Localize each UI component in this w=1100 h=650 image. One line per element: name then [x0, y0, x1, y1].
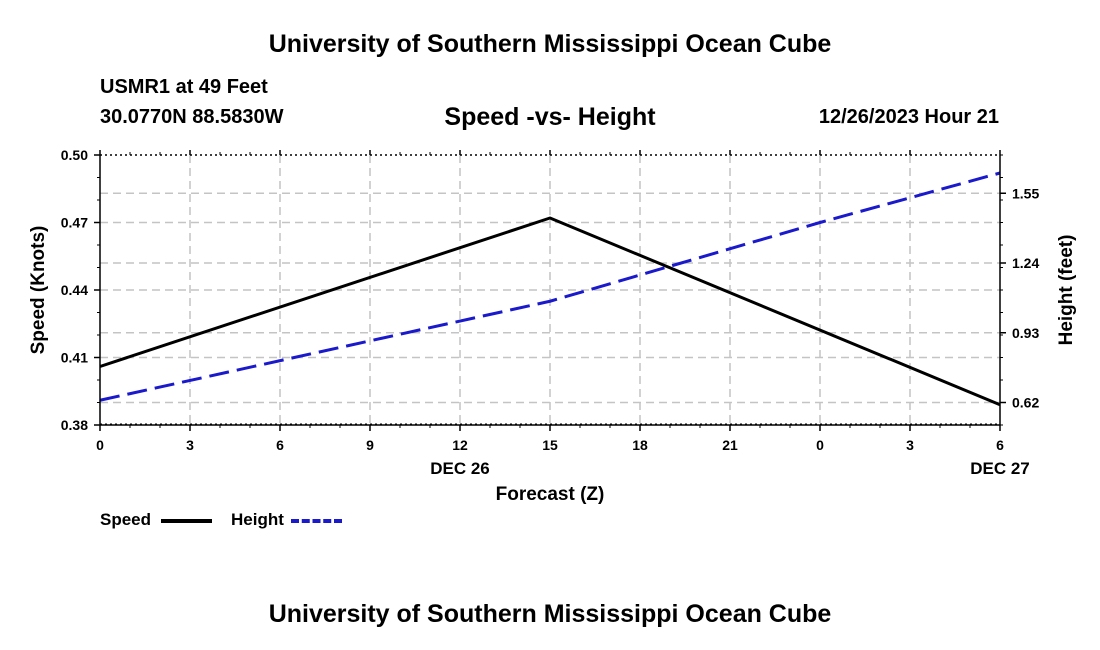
page-title: University of Southern Mississippi Ocean… [268, 30, 832, 58]
y-tick-label: 0.38 [61, 417, 88, 433]
x-tick-label: 15 [542, 437, 558, 453]
axes: 0 3 6 9 12 15 18 21 0 3 6 DEC 26 DEC 27 0.50 0.47 0.44 0… [61, 147, 1040, 478]
y2-tick-label: 0.62 [1012, 395, 1039, 411]
y2-tick-label: 0.93 [1012, 325, 1039, 341]
y2-tick-label: 1.55 [1012, 185, 1039, 201]
y-tick-label: 0.41 [61, 350, 88, 366]
legend-height-label: Height [231, 510, 284, 529]
x-tick-label: 0 [816, 437, 824, 453]
y2-tick-label: 1.24 [1012, 255, 1039, 271]
forecast-datetime: 12/26/2023 Hour 21 [818, 106, 999, 128]
series-line-height [99, 171, 1001, 402]
x-axis-label: Forecast (Z) [496, 484, 605, 505]
station-label: USMR1 at 49 Feet [100, 76, 268, 98]
grid [100, 155, 1000, 425]
x-date-label: DEC 27 [970, 459, 1030, 478]
legend-speed-label: Speed [100, 510, 152, 529]
legend-height-swatch [291, 519, 342, 523]
x-tick-label: 3 [186, 437, 194, 453]
x-tick-label: 0 [96, 437, 104, 453]
legend-speed-swatch [161, 519, 212, 523]
x-tick-label: 6 [996, 437, 1004, 453]
station-coordinates: 30.0770N 88.5830W [100, 106, 284, 128]
y-tick-label: 0.50 [61, 147, 88, 163]
footer-title: University of Southern Mississippi Ocean… [268, 600, 832, 628]
x-tick-label: 3 [906, 437, 914, 453]
x-tick-label: 12 [452, 437, 468, 453]
x-tick-label: 9 [366, 437, 374, 453]
y2-axis-label: Height (feet) [1056, 235, 1077, 346]
x-tick-label: 6 [276, 437, 284, 453]
y-tick-label: 0.44 [61, 282, 88, 298]
x-date-label: DEC 26 [430, 459, 490, 478]
chart-title: Speed -vs- Height [444, 103, 656, 131]
speed-height-chart: Speed -vs- Height 0 3 6 9 12 15 18 21 0 3 6 DEC 26 D… [28, 103, 1077, 505]
y-axis-label: Speed (Knots) [28, 226, 49, 355]
y-tick-label: 0.47 [61, 215, 88, 231]
x-tick-label: 18 [632, 437, 648, 453]
x-tick-label: 21 [722, 437, 738, 453]
